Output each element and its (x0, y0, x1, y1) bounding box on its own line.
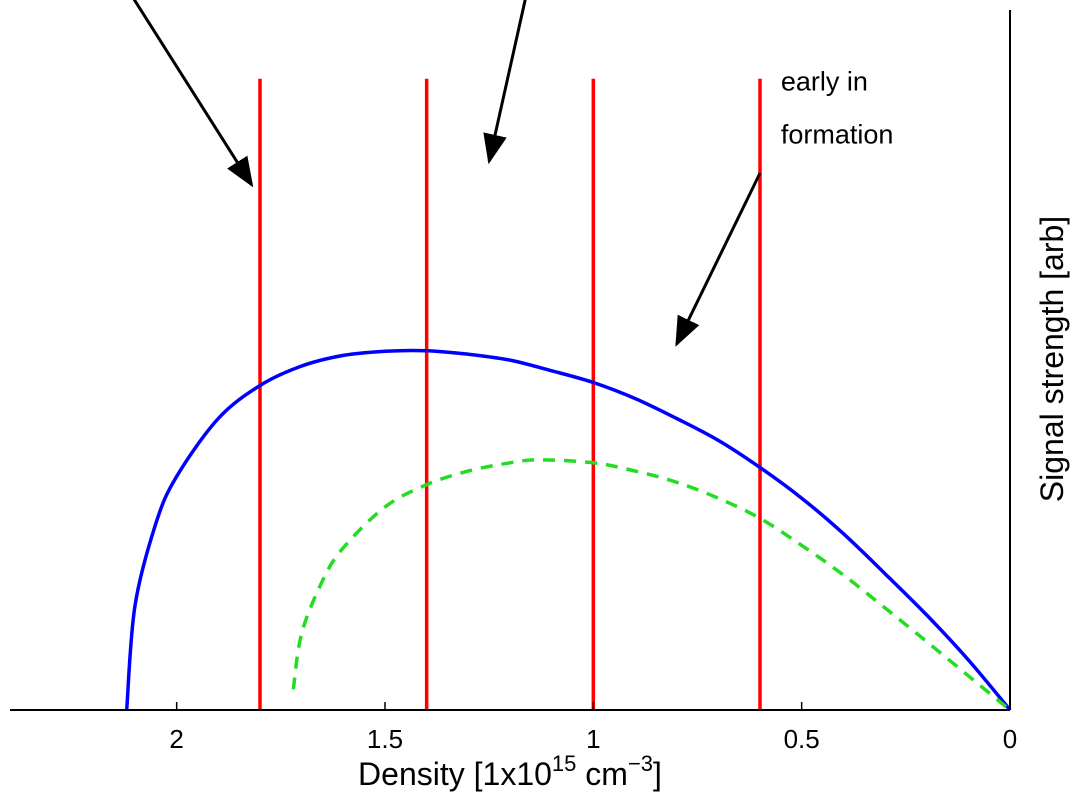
x-tick-label: 1 (586, 724, 600, 754)
sampled-density-lines (258, 78, 762, 710)
series-line-late (124, 348, 1012, 712)
series-line-early (291, 458, 1012, 712)
x-ticks: 2 1.5 1 0.5 0 (169, 702, 1017, 754)
series-group (124, 348, 1012, 712)
x-axis-label-text: Density [1x10 (358, 756, 552, 792)
x-axis-label-unit-exponent: −3 (628, 751, 653, 776)
annotation-arrow-sampled (132, 0, 254, 188)
x-axis-label-unit: cm (576, 756, 628, 792)
y-axis-label: Signal strength [arb] (1034, 216, 1070, 502)
x-tick-label: 0.5 (784, 724, 820, 754)
x-tick-label: 0 (1003, 724, 1017, 754)
annotation-arrow-early (675, 172, 762, 347)
annotations: sampleddensitylate informationearly info… (132, 0, 894, 347)
x-tick-label: 1.5 (367, 724, 403, 754)
annotation-arrow-late (483, 0, 527, 165)
x-tick-label: 2 (169, 724, 183, 754)
x-axis-label-exponent: 15 (552, 751, 576, 776)
x-axis-label-close: ] (653, 756, 662, 792)
annotation-text-early: formation (781, 120, 894, 150)
annotation-text-early: early in (781, 67, 868, 97)
x-axis-label: Density [1x1015 cm−3] (358, 751, 662, 792)
